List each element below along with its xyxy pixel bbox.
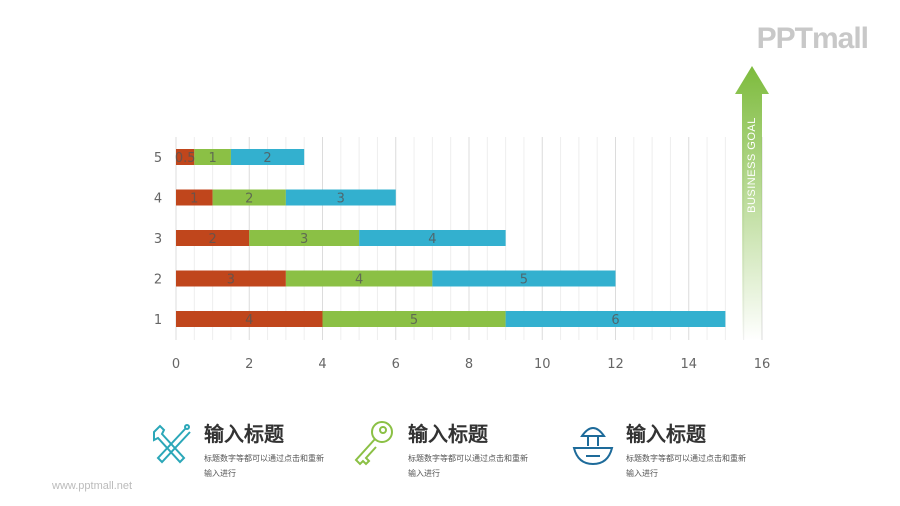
x-tick-label: 6 — [392, 357, 400, 372]
data-label: 3 — [337, 192, 345, 207]
bar-segment — [249, 230, 360, 246]
data-label: 4 — [355, 273, 363, 288]
feature-text: 标题数字等都可以通过点击和重新输入进行 — [408, 454, 528, 478]
business-goal-arrow — [735, 66, 769, 340]
x-tick-label: 2 — [245, 357, 253, 372]
bar-segment — [176, 149, 195, 165]
data-label: 4 — [428, 232, 436, 247]
bar-segment — [176, 311, 323, 327]
bar-segment — [176, 230, 250, 246]
y-tick-label: 2 — [154, 273, 162, 288]
tools-icon — [153, 424, 191, 464]
x-tick-label: 12 — [607, 357, 624, 372]
data-label: 1 — [208, 151, 216, 166]
data-label: 3 — [227, 273, 235, 288]
feature-title: 输入标题 — [408, 422, 488, 446]
juicer-icon — [572, 427, 614, 466]
bar-segment — [432, 270, 616, 287]
feature-text: 标题数字等都可以通过点击和重新输入进行 — [626, 454, 746, 478]
x-tick-label: 0 — [172, 357, 180, 372]
footer-url: www.pptmall.net — [52, 480, 133, 492]
logo: PPTmall — [756, 22, 869, 55]
data-label: 6 — [611, 313, 619, 328]
business-goal-label: BUSINESS GOAL — [746, 117, 758, 213]
bar-segment — [322, 311, 506, 327]
x-tick-label: 14 — [680, 357, 697, 372]
key-icon — [354, 421, 393, 466]
bar-segment — [285, 189, 396, 206]
data-label: 1 — [190, 192, 198, 207]
feature-2: 输入标题标题数字等都可以通过点击和重新输入进行 — [352, 418, 528, 481]
bar-segment — [212, 189, 286, 206]
data-label: 5 — [410, 313, 418, 328]
x-tick-label: 16 — [754, 357, 771, 372]
feature-3: 输入标题标题数字等都可以通过点击和重新输入进行 — [570, 418, 746, 481]
feature-1: 输入标题标题数字等都可以通过点击和重新输入进行 — [148, 418, 324, 481]
feature-text: 标题数字等都可以通过点击和重新输入进行 — [204, 454, 324, 478]
data-label: 2 — [263, 151, 271, 166]
y-tick-label: 4 — [154, 192, 162, 207]
bar-segment — [230, 149, 305, 165]
data-label: 5 — [520, 273, 528, 288]
data-label: 2 — [208, 232, 216, 247]
x-tick-label: 8 — [465, 357, 473, 372]
x-tick-label: 4 — [318, 357, 326, 372]
y-tick-label: 5 — [154, 151, 162, 166]
feature-title: 输入标题 — [204, 422, 284, 446]
feature-title: 输入标题 — [626, 422, 706, 446]
bar-segment — [194, 149, 231, 165]
data-label: 0.5 — [175, 151, 196, 166]
bar-segment — [505, 311, 726, 327]
bar-segment — [176, 270, 286, 287]
bar-segment — [285, 270, 433, 287]
data-label: 4 — [245, 313, 253, 328]
y-tick-label: 3 — [154, 232, 162, 247]
bar-segment — [176, 189, 213, 206]
bar-segment — [359, 230, 506, 246]
data-label: 2 — [245, 192, 253, 207]
data-label: 3 — [300, 232, 308, 247]
y-tick-label: 1 — [154, 313, 162, 328]
x-tick-label: 10 — [534, 357, 551, 372]
